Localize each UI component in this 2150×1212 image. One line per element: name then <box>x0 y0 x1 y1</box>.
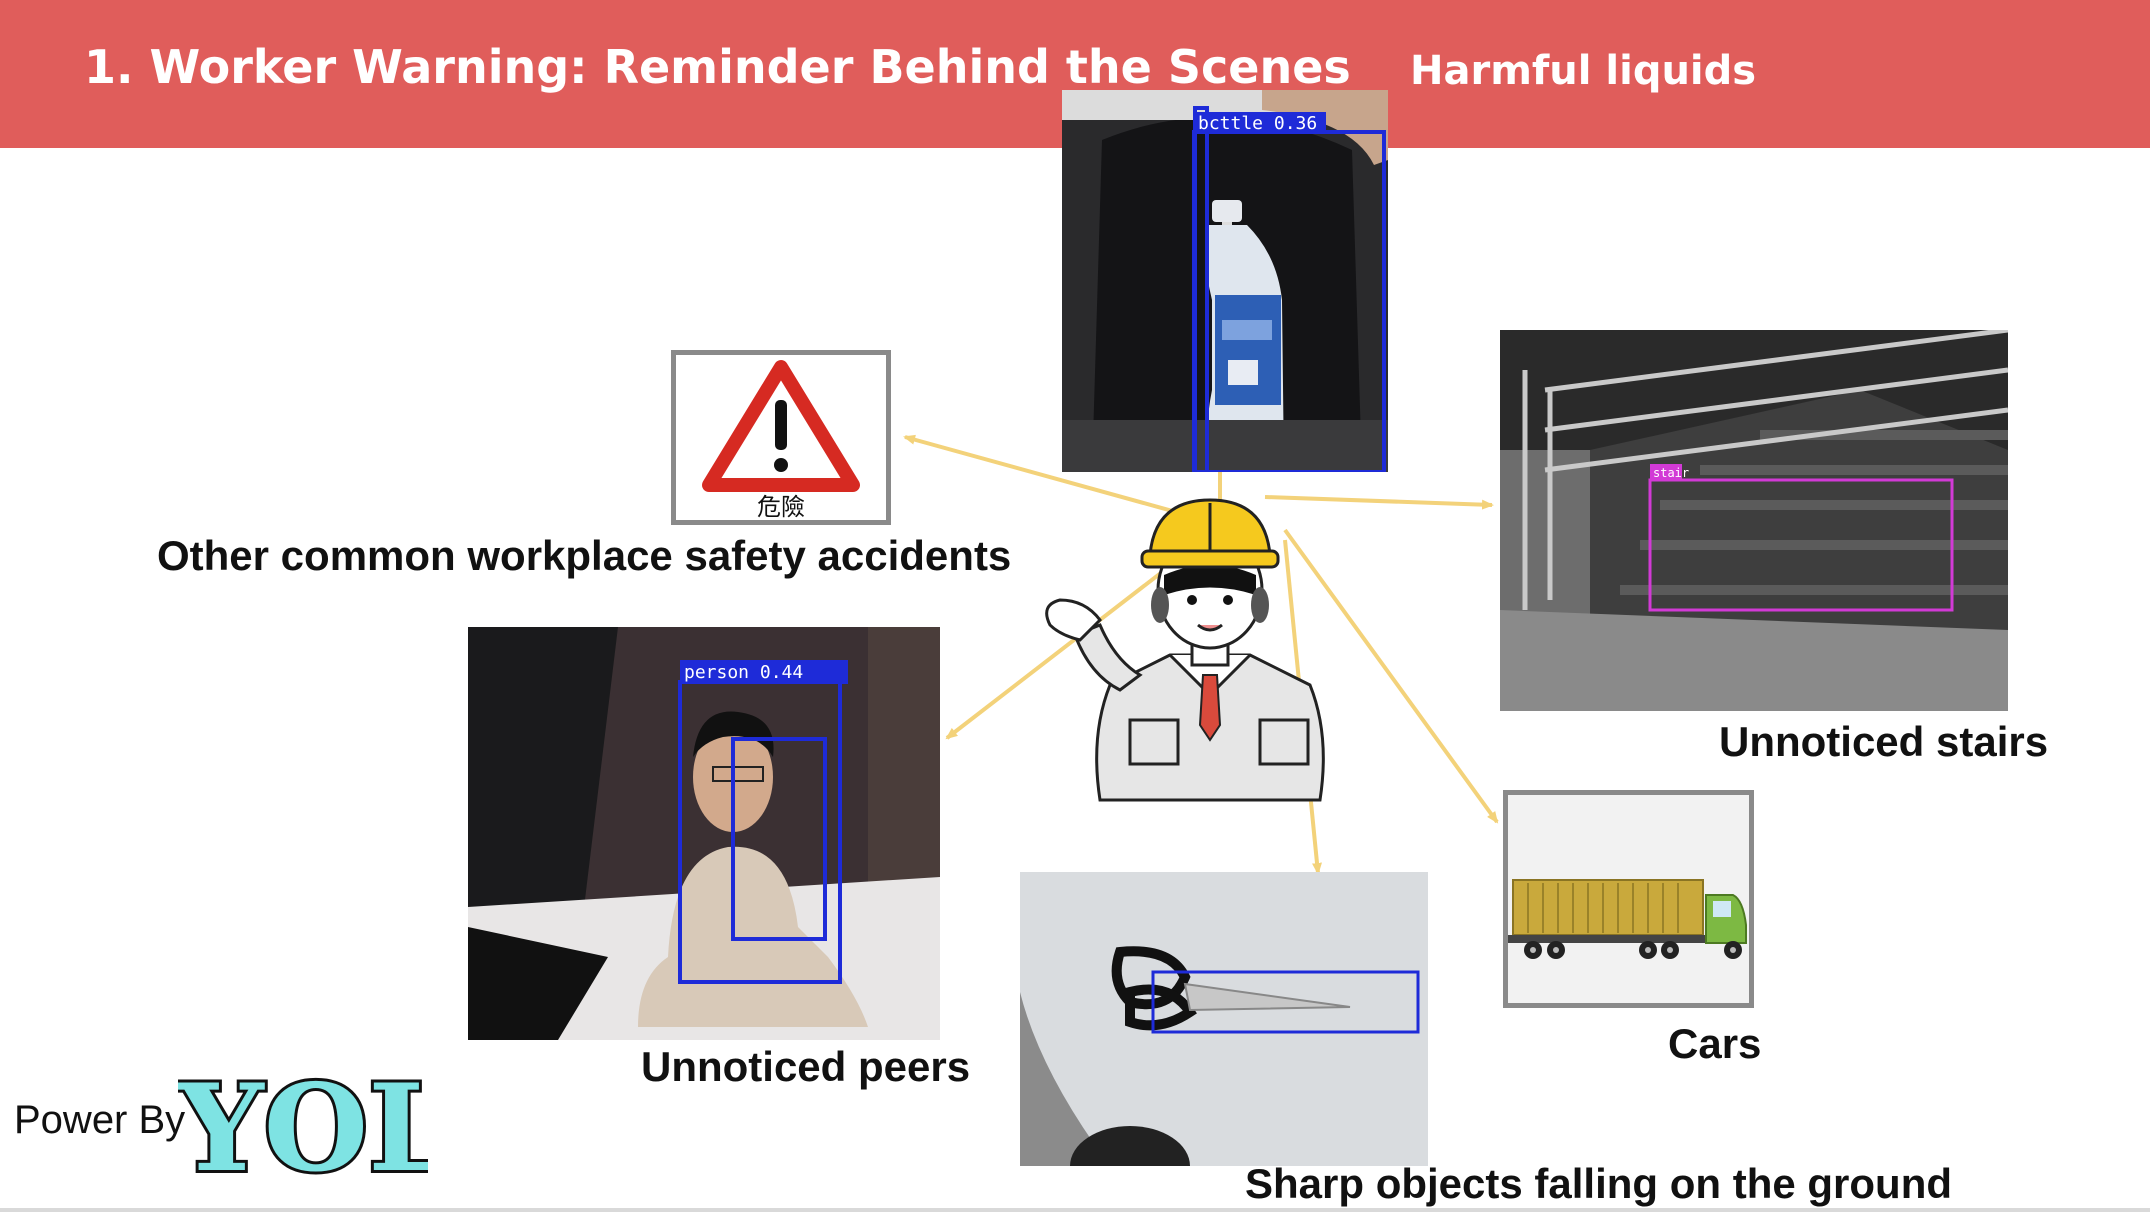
bottle-detection-label: bcttle 0.36 <box>1198 113 1317 134</box>
yolo-logo-text: YOLO <box>178 1058 428 1199</box>
warning-triangle-icon: 危險 <box>702 360 860 521</box>
cars-frame <box>1503 790 1754 1008</box>
bottle-photo: bcttle 0.36 <box>1062 90 1388 472</box>
yolo-logo: YOLO <box>178 1055 428 1200</box>
peers-photo: person 0.44 <box>468 627 940 1040</box>
arrow-to-stairs <box>1264 495 1494 510</box>
danger-sign-frame: 危險 <box>671 350 891 525</box>
harmful-liquids-label: Harmful liquids <box>1410 48 1757 94</box>
caption-other-accidents: Other common workplace safety accidents <box>157 532 1012 579</box>
truck-icon <box>1508 879 1747 959</box>
stair-detection-label: stair <box>1653 466 1689 480</box>
slide-title: 1. Worker Warning: Reminder Behind the S… <box>84 40 1351 94</box>
danger-sign-text: 危險 <box>757 493 805 520</box>
caption-sharp-objects: Sharp objects falling on the ground <box>1245 1160 1953 1207</box>
caption-cars: Cars <box>1668 1020 1762 1067</box>
caption-stairs: Unnoticed stairs <box>1719 718 2049 765</box>
power-by-label: Power By <box>14 1098 186 1142</box>
scissors-photo <box>1020 872 1428 1166</box>
stairs-photo: stair <box>1500 330 2008 711</box>
bottom-divider <box>0 1208 2150 1212</box>
arrow-to-danger-sign <box>903 434 1206 522</box>
person-detection-label: person 0.44 <box>684 662 803 683</box>
worker-illustration <box>1045 498 1325 802</box>
caption-peers: Unnoticed peers <box>641 1043 971 1090</box>
arrow-to-cars <box>1283 528 1499 824</box>
